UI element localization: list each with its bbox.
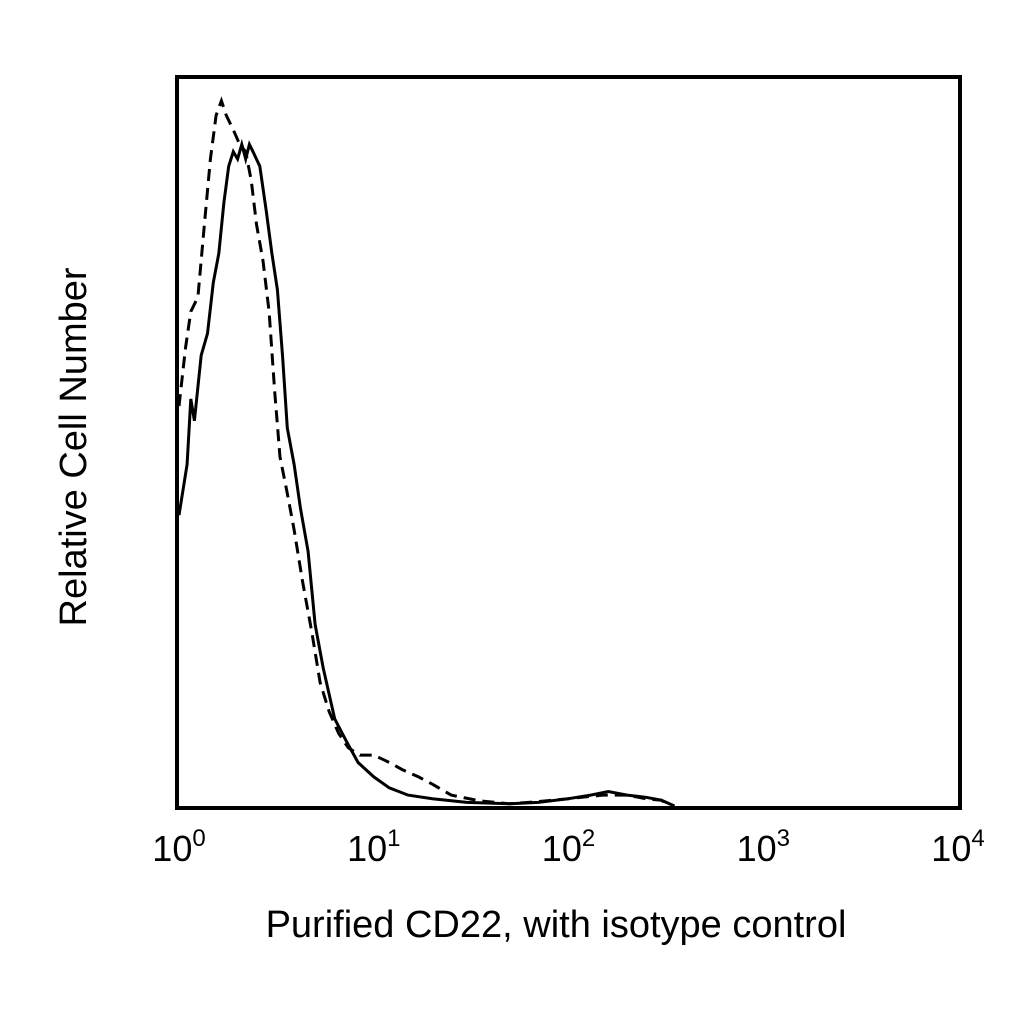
x-tick-label: 102 [542, 825, 595, 869]
series-layer [177, 96, 676, 808]
x-tick-label: 103 [737, 825, 790, 869]
x-tick-labels: 100 101 102 103 104 [152, 825, 984, 869]
x-tick-label: 101 [347, 825, 400, 869]
plot-frame [175, 75, 962, 810]
x-tick-label: 100 [152, 825, 205, 869]
series-line-solid [177, 138, 676, 808]
x-axis-label: Purified CD22, with isotype control [266, 904, 847, 946]
series-line-dashed [177, 96, 671, 808]
y-axis-label: Relative Cell Number [53, 267, 95, 626]
x-tick-label: 104 [931, 825, 984, 869]
